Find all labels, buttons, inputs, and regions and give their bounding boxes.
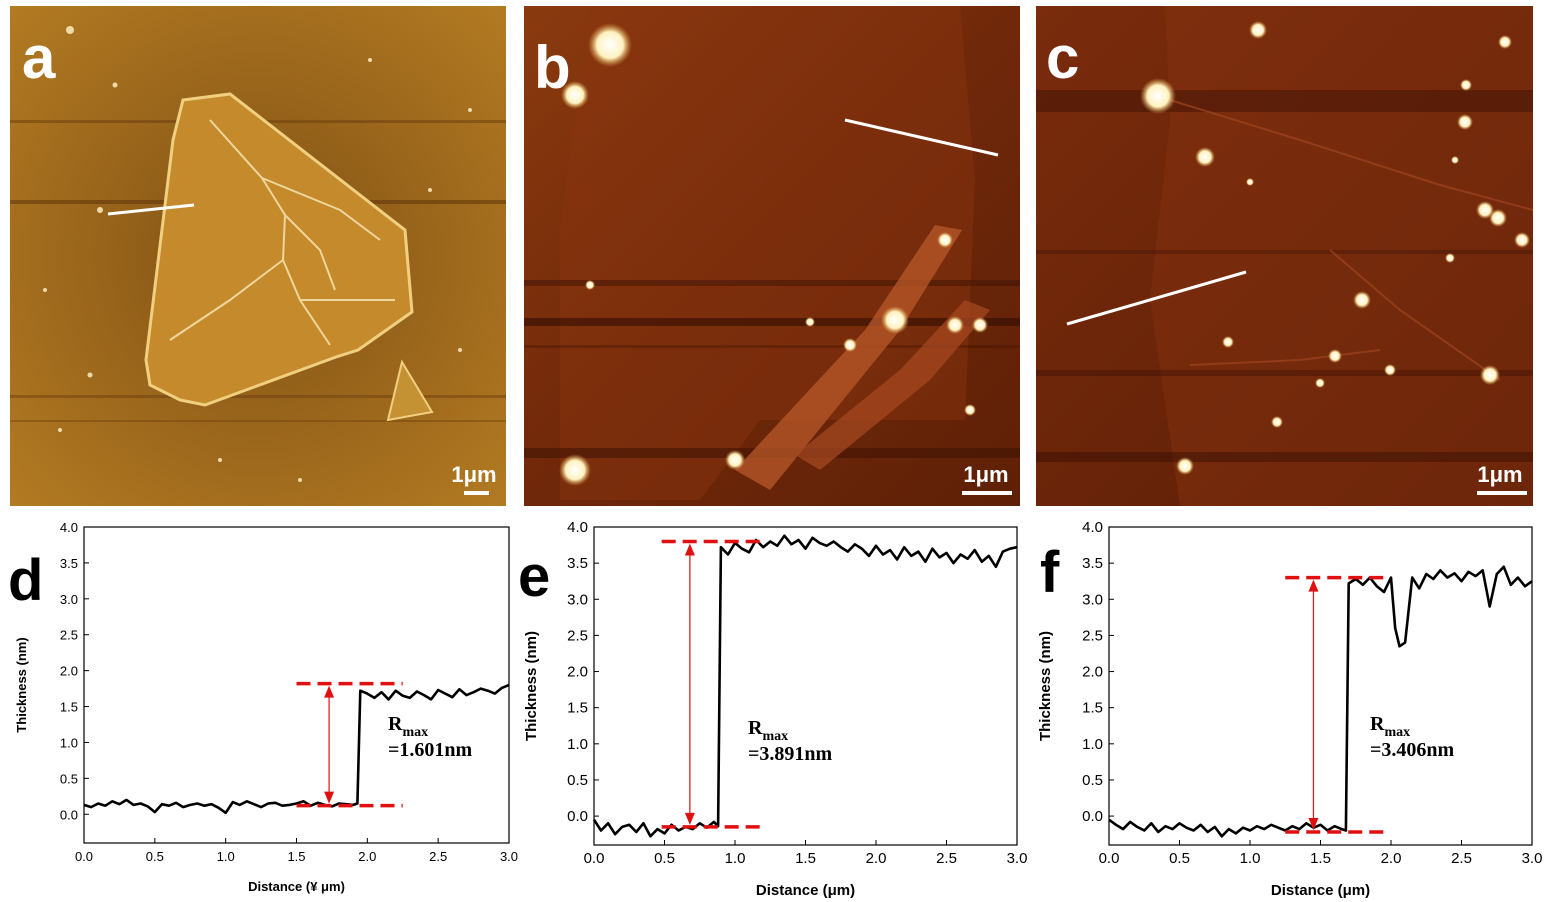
y-axis-label-e: Thickness (nm): [523, 631, 540, 741]
y-axis-label-f: Thickness (nm): [1037, 631, 1054, 741]
thickness-profile-f: [1108, 565, 1533, 838]
x-tick-label-e: 1.5: [795, 850, 816, 867]
x-axis-label-f: Distance (μm): [1271, 882, 1370, 899]
thickness-profile-d: [83, 683, 510, 815]
x-tick-label-e: 1.0: [725, 850, 746, 867]
y-tick-label-e: 1.5: [567, 700, 588, 717]
rmax-symbol-f: Rmax: [1370, 713, 1410, 740]
x-tick-label-f: 2.0: [1381, 850, 1402, 867]
y-tick-label-e: 3.0: [567, 591, 588, 608]
y-tick-label-f: 1.5: [1082, 700, 1103, 717]
panel-letter-b: b: [534, 34, 571, 101]
x-tick-label-f: 2.5: [1451, 850, 1472, 867]
y-tick-label-f: 2.0: [1082, 664, 1103, 681]
y-tick-label-f: 3.0: [1082, 591, 1103, 608]
y-tick-label-d: 2.0: [60, 664, 78, 679]
x-tick-label-f: 3.0: [1522, 850, 1543, 867]
afm-image-a: 1μm a: [10, 6, 506, 506]
height-arrow-head-down-d: [324, 791, 335, 804]
y-tick-label-e: 0.5: [567, 772, 588, 789]
y-tick-label-d: 1.0: [60, 735, 78, 750]
x-tick-label-f: 0.0: [1099, 850, 1120, 867]
x-tick-label-e: 3.0: [1007, 850, 1028, 867]
y-tick-label-e: 0.0: [567, 808, 588, 825]
y-tick-label-d: 2.5: [60, 628, 78, 643]
y-tick-label-d: 3.0: [60, 592, 78, 607]
x-axis-label-e: Distance (μm): [756, 882, 855, 899]
y-tick-label-e: 1.0: [567, 736, 588, 753]
x-tick-label-e: 2.0: [866, 850, 887, 867]
x-tick-label-f: 0.5: [1169, 850, 1190, 867]
scale-label-b: 1μm: [963, 462, 1008, 487]
height-arrow-head-up-f: [1308, 579, 1319, 592]
x-tick-label-d: 1.0: [217, 849, 235, 864]
profile-line-c: [1066, 270, 1247, 326]
panel-letter-c: c: [1046, 24, 1079, 91]
scale-label-a: 1μm: [451, 462, 496, 487]
afm-image-b: 1μm b: [524, 6, 1020, 506]
x-tick-label-f: 1.0: [1240, 850, 1261, 867]
y-tick-label-f: 4.0: [1082, 519, 1103, 536]
x-tick-label-d: 1.5: [287, 849, 305, 864]
x-tick-label-d: 2.0: [358, 849, 376, 864]
panel-letter-f: f: [1040, 540, 1060, 605]
rmax-value-d: =1.601nm: [388, 739, 473, 761]
x-tick-label-e: 0.0: [584, 850, 605, 867]
height-arrow-head-down-f: [1308, 817, 1319, 830]
y-tick-label-f: 2.5: [1082, 627, 1103, 644]
height-arrow-head-up-d: [324, 685, 335, 698]
x-tick-label-e: 0.5: [654, 850, 675, 867]
y-tick-label-d: 0.5: [60, 771, 78, 786]
thickness-chart-d: 0.0 0.5 1.0 1.5 2.0 2.5 3.0 0.0 0.5 1.0 1.5 2.0 2.5 3…: [8, 520, 518, 894]
y-axis-label-d: Thickness (nm): [14, 637, 29, 732]
graphene-flake-small: [386, 359, 434, 422]
x-tick-label-d: 2.5: [429, 849, 447, 864]
y-tick-label-f: 1.0: [1082, 736, 1103, 753]
y-tick-label-f: 0.0: [1082, 808, 1103, 825]
y-tick-label-d: 3.5: [60, 556, 78, 571]
y-tick-label-e: 2.5: [567, 627, 588, 644]
rmax-symbol-d: Rmax: [388, 713, 428, 740]
y-tick-label-d: 0.0: [60, 807, 78, 822]
y-tick-label-e: 3.5: [567, 555, 588, 572]
panel-letter-a: a: [22, 24, 56, 91]
y-tick-label-d: 1.5: [60, 700, 78, 715]
x-tick-label-f: 1.5: [1310, 850, 1331, 867]
thickness-chart-f: 0.0 0.5 1.0 1.5 2.0 2.5 3.0 0.0 0.5 1.0 1.5 2.0 2.5 3…: [1037, 519, 1542, 899]
panel-letter-d: d: [8, 548, 43, 613]
x-tick-label-d: 0.0: [75, 849, 93, 864]
graphene-flake-large: [144, 92, 414, 407]
x-tick-label-d: 0.5: [146, 849, 164, 864]
plot-frame-f: [1108, 526, 1533, 846]
thickness-chart-e: 0.0 0.5 1.0 1.5 2.0 2.5 3.0 0.0 0.5 1.0 1.5 2.0 2.5 3…: [518, 519, 1027, 899]
y-tick-label-e: 2.0: [567, 664, 588, 681]
height-arrow-head-up-e: [684, 543, 695, 556]
profile-line-a: [107, 203, 195, 216]
y-tick-label-f: 3.5: [1082, 555, 1103, 572]
afm-image-c: 1μm c: [1036, 6, 1534, 506]
thickness-profile-e: [592, 534, 1018, 838]
rmax-symbol-e: Rmax: [748, 717, 788, 744]
rmax-value-f: =3.406nm: [1370, 739, 1455, 761]
y-tick-label-d: 4.0: [60, 520, 78, 535]
y-tick-label-f: 0.5: [1082, 772, 1103, 789]
height-arrow-head-down-e: [684, 812, 695, 825]
rmax-value-e: =3.891nm: [748, 743, 833, 765]
y-tick-label-e: 4.0: [567, 519, 588, 536]
panel-letter-e: e: [518, 544, 550, 609]
x-axis-label-d: Distance (¥ μm): [248, 879, 345, 894]
x-tick-label-d: 3.0: [500, 849, 518, 864]
scale-label-c: 1μm: [1477, 462, 1522, 487]
x-tick-label-e: 2.5: [936, 850, 957, 867]
plot-frame-e: [593, 526, 1018, 846]
profile-line-b: [844, 118, 999, 157]
